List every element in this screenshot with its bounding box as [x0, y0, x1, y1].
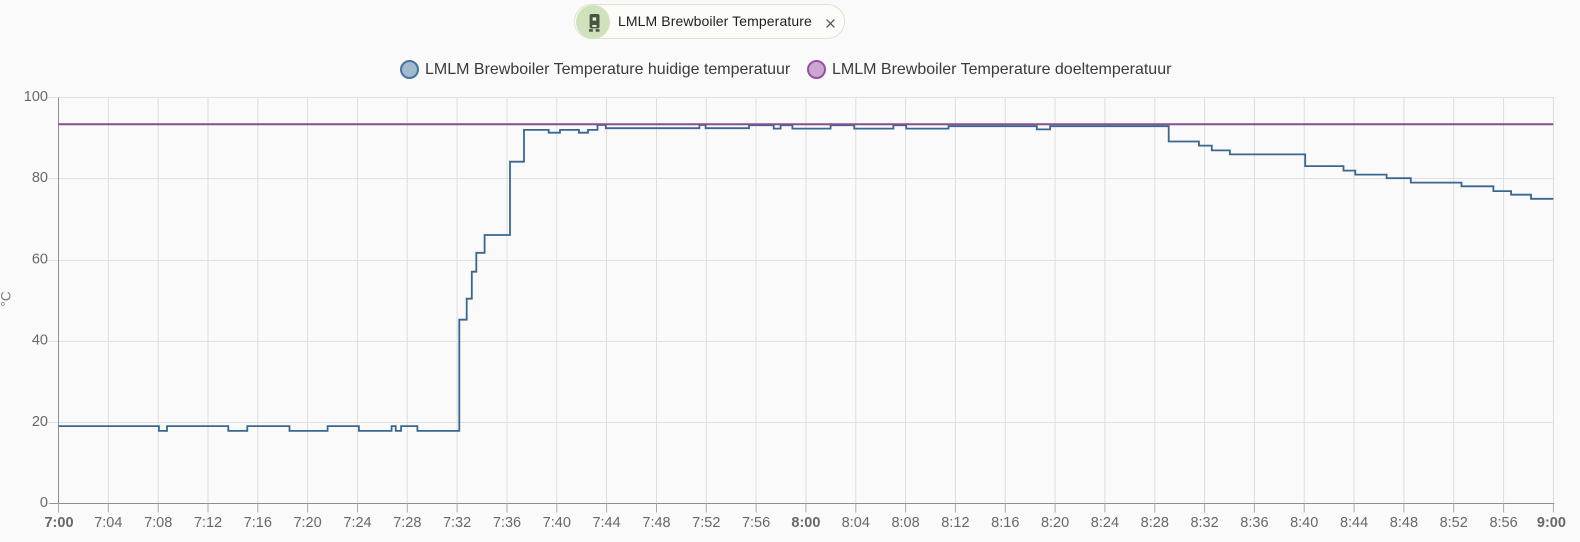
svg-text:7:16: 7:16 [244, 515, 272, 531]
svg-text:7:36: 7:36 [493, 515, 521, 531]
svg-text:°C: °C [0, 291, 14, 306]
svg-text:20: 20 [32, 414, 48, 430]
svg-text:7:12: 7:12 [194, 515, 222, 531]
svg-text:8:56: 8:56 [1489, 515, 1517, 531]
svg-text:8:12: 8:12 [941, 515, 969, 531]
svg-text:80: 80 [32, 170, 48, 186]
svg-text:8:00: 8:00 [791, 515, 820, 531]
svg-text:7:04: 7:04 [94, 515, 122, 531]
svg-text:8:28: 8:28 [1141, 515, 1169, 531]
svg-text:8:52: 8:52 [1440, 515, 1468, 531]
svg-text:7:48: 7:48 [642, 515, 670, 531]
svg-text:7:08: 7:08 [144, 515, 172, 531]
svg-text:7:32: 7:32 [443, 515, 471, 531]
svg-text:8:16: 8:16 [991, 515, 1019, 531]
svg-text:8:48: 8:48 [1390, 515, 1418, 531]
svg-text:8:08: 8:08 [891, 515, 919, 531]
svg-text:40: 40 [32, 333, 48, 349]
svg-text:7:44: 7:44 [592, 515, 620, 531]
svg-text:8:32: 8:32 [1190, 515, 1218, 531]
svg-text:60: 60 [32, 251, 48, 267]
svg-text:8:04: 8:04 [842, 515, 870, 531]
svg-text:8:24: 8:24 [1091, 515, 1119, 531]
svg-text:100: 100 [24, 89, 48, 105]
svg-text:8:20: 8:20 [1041, 515, 1069, 531]
svg-text:7:20: 7:20 [293, 515, 321, 531]
svg-text:7:00: 7:00 [44, 515, 73, 531]
svg-text:7:40: 7:40 [543, 515, 571, 531]
svg-text:7:52: 7:52 [692, 515, 720, 531]
svg-text:7:56: 7:56 [742, 515, 770, 531]
svg-text:8:36: 8:36 [1240, 515, 1268, 531]
svg-text:0: 0 [40, 495, 48, 511]
svg-text:9:00: 9:00 [1537, 515, 1566, 531]
svg-text:7:28: 7:28 [393, 515, 421, 531]
svg-text:8:40: 8:40 [1290, 515, 1318, 531]
svg-text:8:44: 8:44 [1340, 515, 1368, 531]
svg-text:7:24: 7:24 [343, 515, 371, 531]
